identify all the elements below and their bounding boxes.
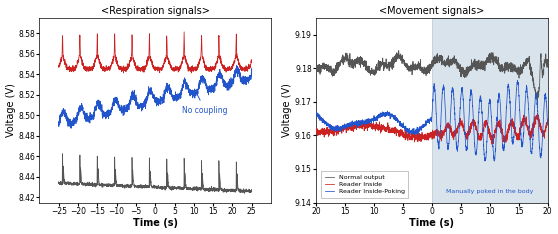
Normal output <box>534 101 541 103</box>
Line: Reader Inside-Poking: Reader Inside-Poking <box>316 80 547 161</box>
Bar <box>432 18 547 202</box>
Reader Inside <box>495 124 502 126</box>
Reader Inside-Poking <box>491 160 498 162</box>
X-axis label: Time (s): Time (s) <box>133 219 177 228</box>
Normal output <box>324 66 331 68</box>
Reader Inside-Poking <box>544 124 551 127</box>
Line: Normal output: Normal output <box>316 51 547 102</box>
Line: Reader Inside: Reader Inside <box>316 113 547 144</box>
Normal output <box>538 57 545 59</box>
Normal output <box>396 49 402 52</box>
Reader Inside-Poking <box>538 154 545 157</box>
Title: <Movement signals>: <Movement signals> <box>379 6 484 15</box>
Title: <Respiration signals>: <Respiration signals> <box>101 6 210 15</box>
Normal output <box>312 69 319 72</box>
Normal output <box>495 67 502 70</box>
Reader Inside <box>544 122 551 125</box>
Normal output <box>419 66 426 69</box>
Reader Inside <box>489 143 496 146</box>
Normal output <box>425 69 432 72</box>
Normal output <box>538 52 545 55</box>
Normal output <box>544 58 551 61</box>
Reader Inside <box>324 130 331 132</box>
Reader Inside <box>534 112 541 115</box>
Reader Inside-Poking <box>312 113 319 116</box>
Reader Inside-Poking <box>324 121 331 124</box>
Reader Inside-Poking <box>425 119 432 122</box>
Reader Inside-Poking <box>538 153 545 156</box>
Reader Inside-Poking <box>419 124 426 127</box>
Text: Manually poked in the body: Manually poked in the body <box>446 189 533 194</box>
Reader Inside-Poking <box>514 79 521 82</box>
Reader Inside <box>538 125 545 128</box>
X-axis label: Time (s): Time (s) <box>410 219 454 228</box>
Text: No coupling: No coupling <box>182 91 228 115</box>
Y-axis label: Voltage (V): Voltage (V) <box>6 83 16 137</box>
Reader Inside <box>312 130 319 133</box>
Legend: Normal output, Reader Inside, Reader Inside-Poking: Normal output, Reader Inside, Reader Ins… <box>321 172 408 197</box>
Reader Inside <box>419 134 426 137</box>
Reader Inside-Poking <box>495 95 502 97</box>
Reader Inside <box>425 134 432 137</box>
Y-axis label: Voltage (V): Voltage (V) <box>282 83 292 137</box>
Reader Inside <box>538 130 545 133</box>
